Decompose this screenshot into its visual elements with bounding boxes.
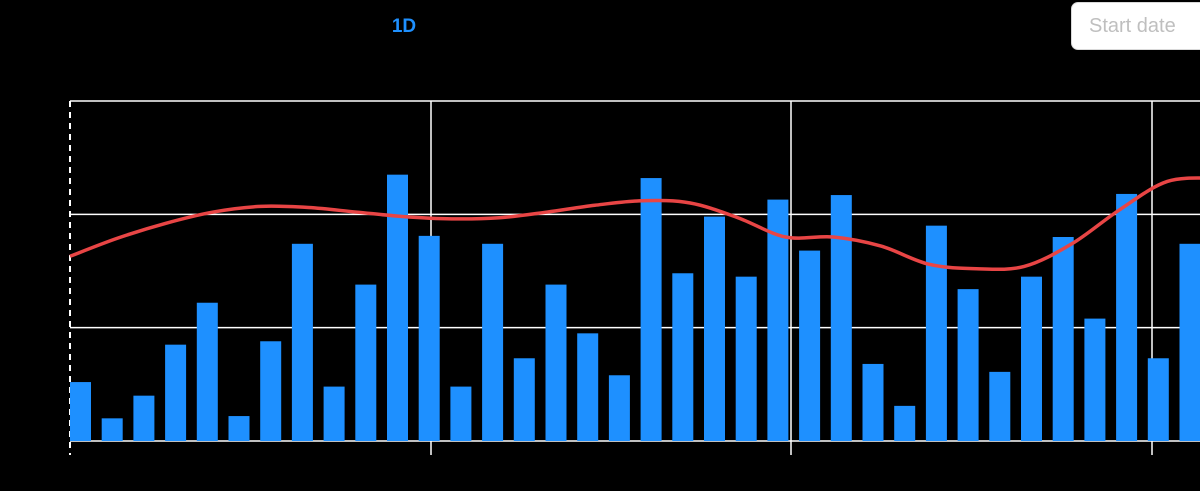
bar (862, 363, 884, 441)
bar (957, 289, 979, 441)
bar (989, 371, 1011, 441)
start-date-input[interactable] (1071, 2, 1200, 50)
bar (704, 216, 725, 441)
bar (672, 273, 694, 441)
bar (291, 243, 313, 441)
bar (640, 178, 662, 442)
bar (1179, 243, 1200, 441)
bar (355, 284, 377, 441)
bar (387, 174, 408, 441)
bar (1021, 276, 1042, 441)
bar (133, 395, 155, 441)
bar (260, 341, 282, 441)
bar (228, 416, 250, 441)
bar (894, 405, 916, 441)
bar (418, 235, 440, 441)
bar (482, 243, 504, 441)
bar (830, 195, 852, 441)
bar (1147, 358, 1169, 441)
bar (165, 344, 187, 441)
bar (323, 386, 345, 441)
bar (577, 333, 599, 441)
bar (1084, 318, 1106, 441)
bar (1116, 193, 1138, 441)
bar (735, 276, 757, 441)
bar (767, 199, 789, 441)
bar (513, 358, 535, 441)
bar (196, 302, 218, 441)
bar (925, 225, 947, 441)
bar (799, 250, 821, 441)
bar (545, 284, 567, 441)
bar (101, 418, 123, 441)
bar (1052, 237, 1074, 441)
bar (70, 382, 91, 441)
trend-line (69, 176, 1200, 272)
range-tab-1d[interactable]: 1D (391, 16, 417, 37)
bar (608, 375, 630, 441)
bar (450, 386, 472, 441)
